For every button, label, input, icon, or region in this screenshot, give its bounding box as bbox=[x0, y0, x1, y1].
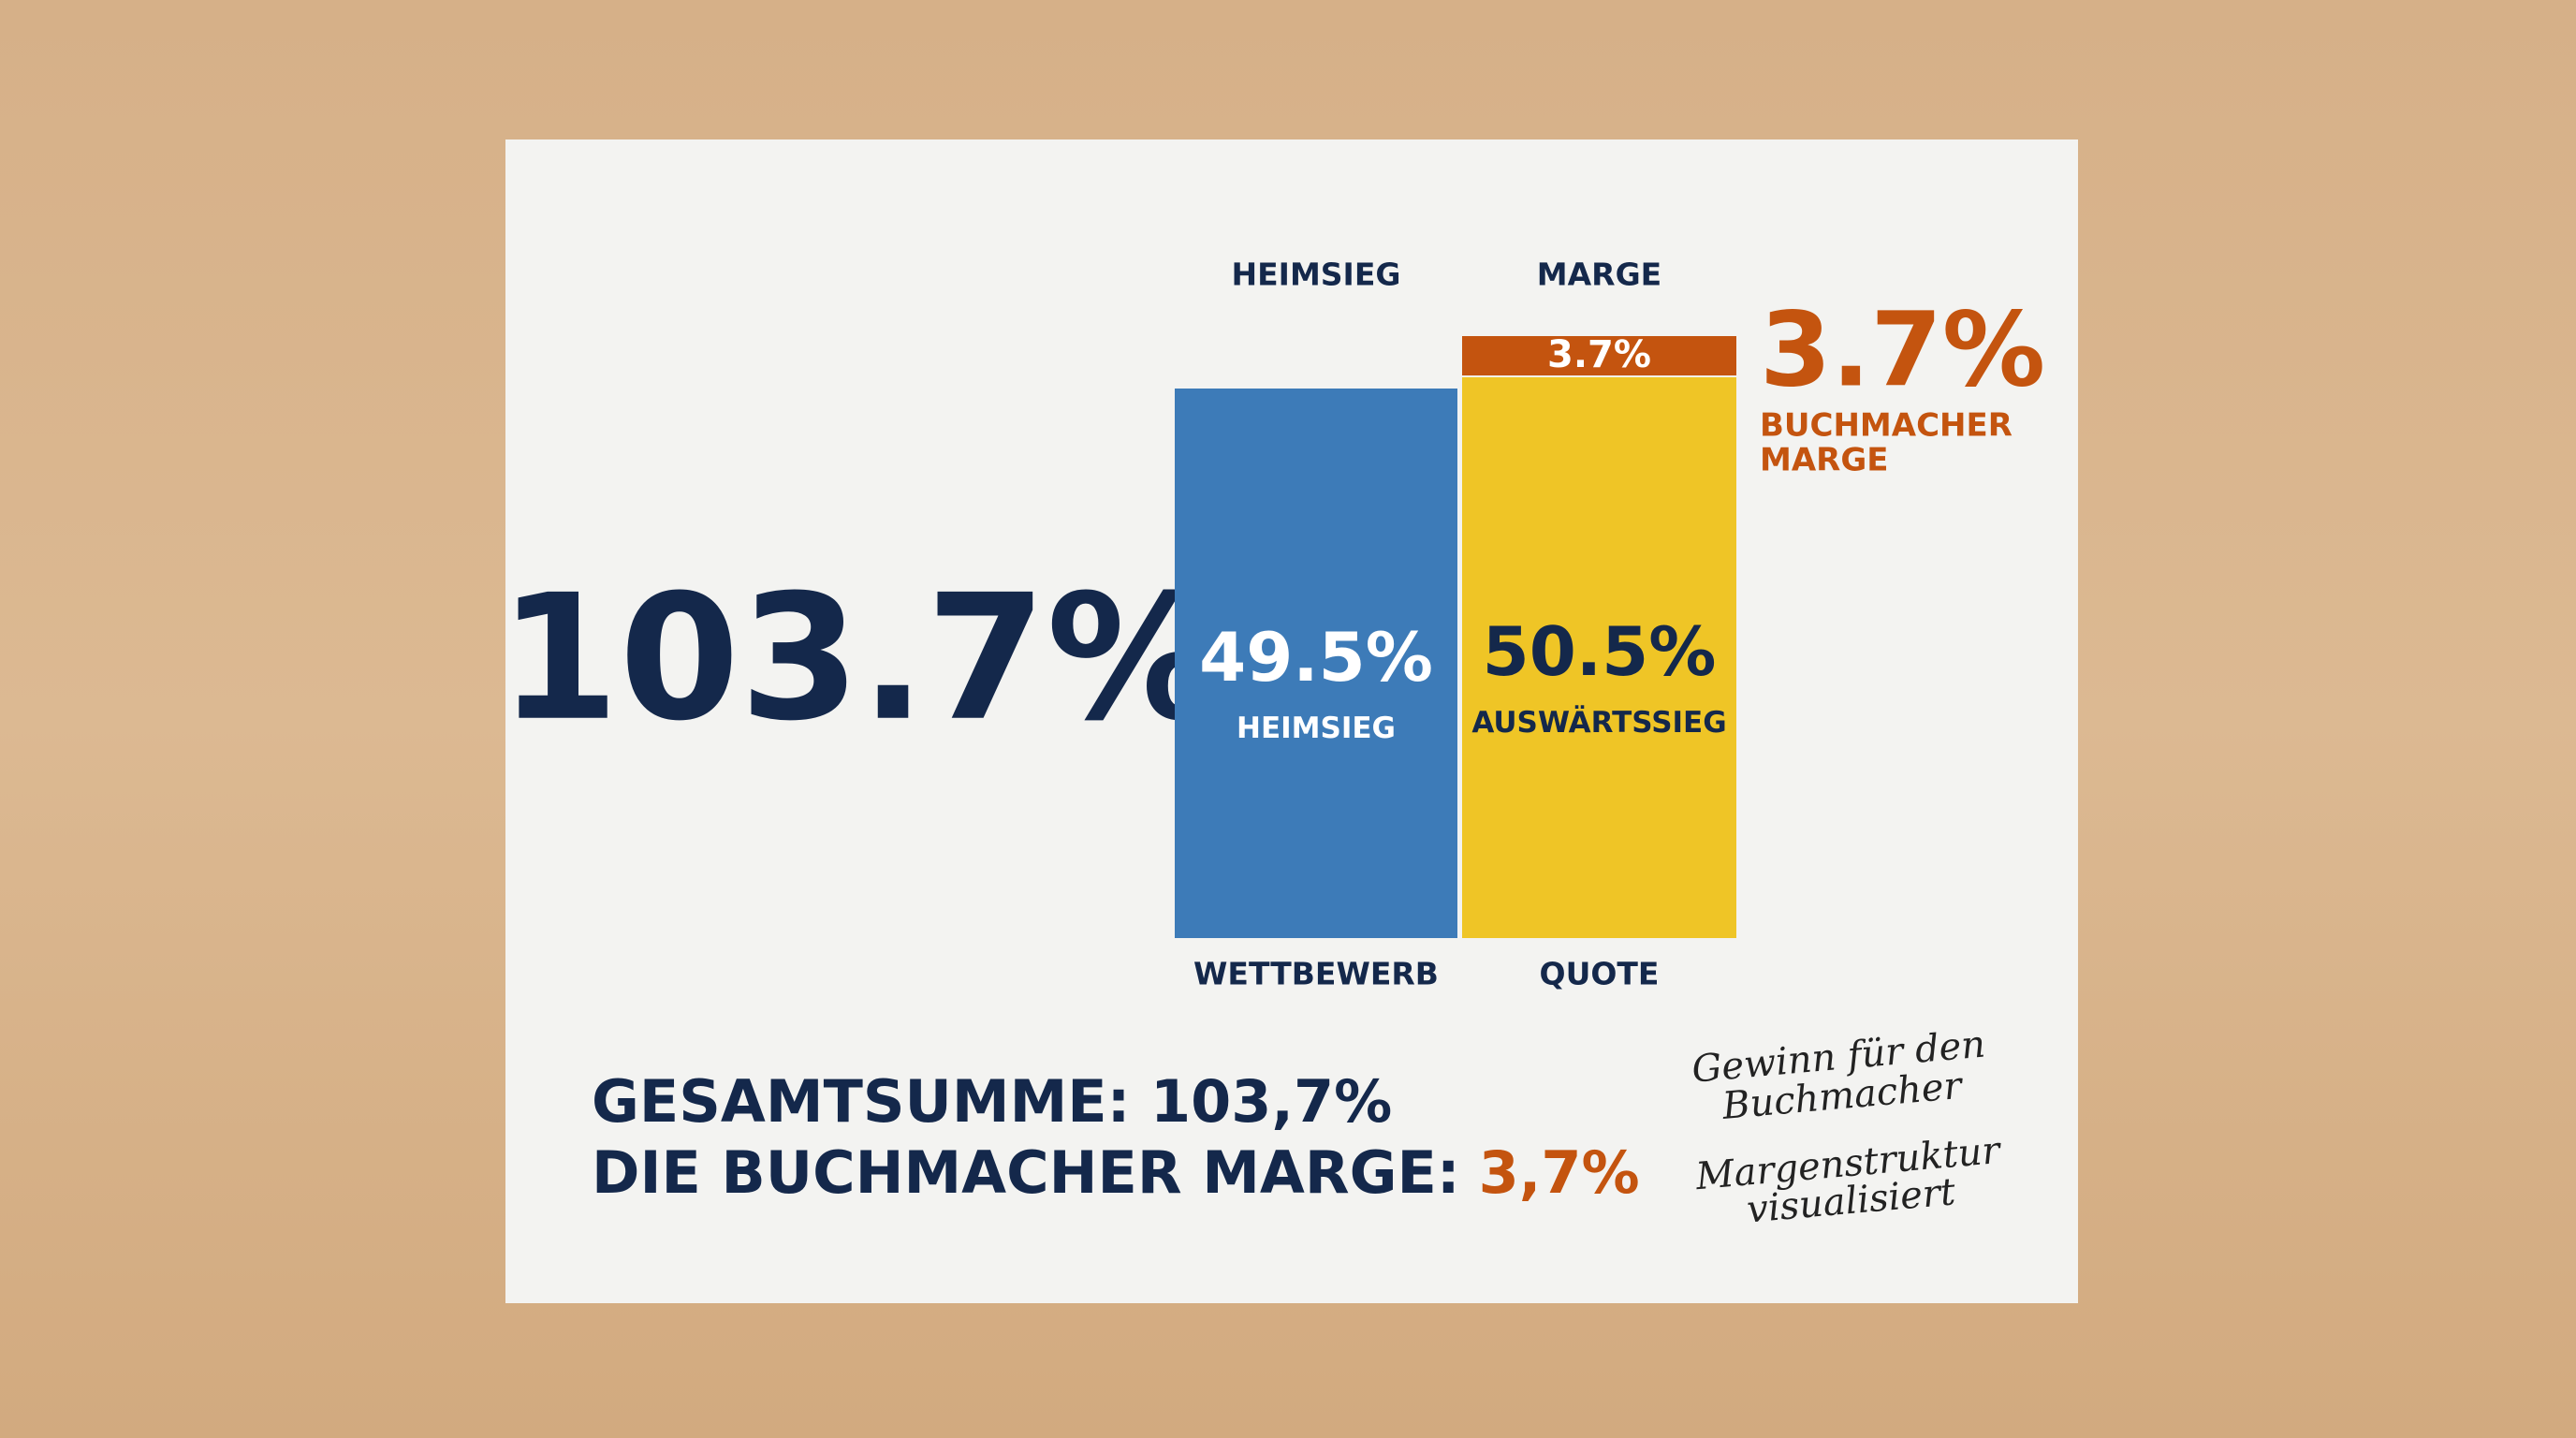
callout-text: BUCHMACHER bbox=[1760, 407, 2012, 445]
bar-segment bbox=[1175, 386, 1457, 938]
total-label: 103.7% bbox=[499, 557, 1221, 759]
column-title: HEIMSIEG bbox=[1232, 257, 1401, 293]
series-label: AUSWÄRTSSIEG bbox=[1471, 706, 1726, 740]
x-tick-label: QUOTE bbox=[1540, 956, 1660, 992]
value-label: 50.5% bbox=[1483, 612, 1717, 691]
bar-segment bbox=[1462, 334, 1736, 376]
value-label: 49.5% bbox=[1199, 618, 1433, 697]
x-tick-label: WETTBEWERB bbox=[1193, 956, 1439, 992]
footer-value: 3,7% bbox=[1479, 1138, 1640, 1207]
value-label: 3.7% bbox=[1547, 333, 1651, 376]
bar-segment bbox=[1462, 375, 1736, 938]
callout-text: MARGE bbox=[1760, 442, 1888, 479]
series-label: HEIMSIEG bbox=[1237, 712, 1396, 745]
callout-value: 3.7% bbox=[1760, 289, 2045, 409]
footer-line: GESAMTSUMME: 103,7% bbox=[592, 1067, 1392, 1136]
column-title: MARGE bbox=[1537, 257, 1661, 293]
footer-line: DIE BUCHMACHER MARGE: bbox=[592, 1138, 1460, 1207]
